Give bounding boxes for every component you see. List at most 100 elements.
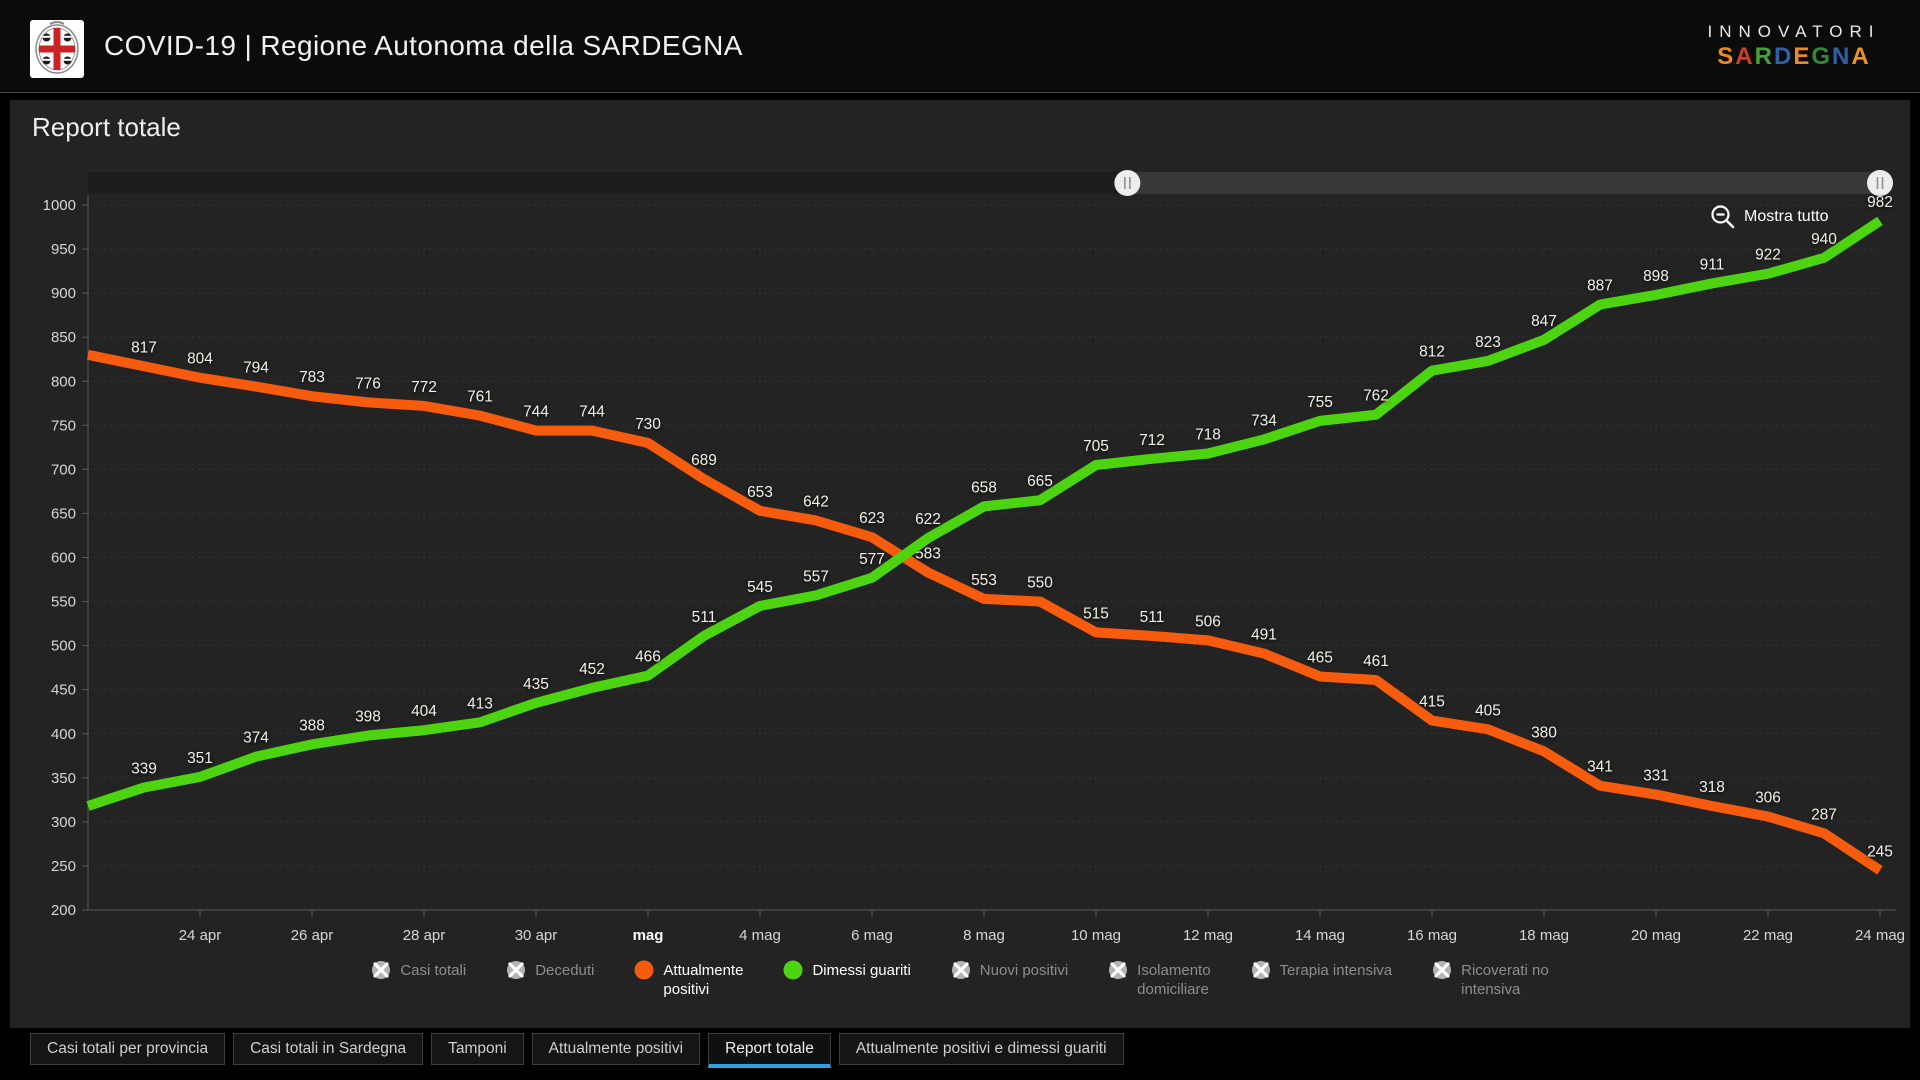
scrollbar-grip-right[interactable] <box>1867 170 1893 196</box>
line-chart: 200 250 300 350 400 450 500 550 600 650 700 750 800 8… <box>43 170 1905 944</box>
data-label: 466 <box>635 649 661 666</box>
data-label: 772 <box>411 379 437 396</box>
report-panel: 200 250 300 350 400 450 500 550 600 650 700 750 800 8… <box>10 100 1910 1028</box>
legend-item-label: Terapia intensiva <box>1279 962 1393 979</box>
data-label: 804 <box>187 351 213 368</box>
y-axis-tick-label: 700 <box>51 461 76 478</box>
data-label: 712 <box>1139 432 1165 449</box>
bottom-tabbar: Casi totali per provincia Casi totali in … <box>30 1033 1124 1068</box>
scrollbar-grip-left[interactable] <box>1114 170 1141 196</box>
y-axis-tick-label: 1000 <box>43 197 76 214</box>
data-label: 653 <box>747 484 773 501</box>
show-all-button[interactable]: Mostra tutto <box>1710 204 1828 230</box>
legend-marker-icon <box>634 960 654 980</box>
data-label: 922 <box>1755 247 1781 264</box>
data-label: 398 <box>355 709 381 726</box>
x-axis-tick-label: 20 mag <box>1631 927 1681 944</box>
data-label: 287 <box>1811 806 1837 823</box>
brand-line2: SARDEGNA <box>1694 43 1894 71</box>
tab-tamponi[interactable]: Tamponi <box>431 1033 524 1065</box>
chart-axes: 200 250 300 350 400 450 500 550 600 650 700 750 800 8… <box>43 195 1905 944</box>
data-label: 623 <box>859 510 885 527</box>
y-axis-tick-label: 600 <box>51 550 76 567</box>
legend-item-nuovi-positivi[interactable]: Nuovi positivi <box>951 960 1068 980</box>
legend-item-deceduti[interactable]: Deceduti <box>506 960 594 980</box>
x-axis-tick-label: 22 mag <box>1743 927 1793 944</box>
sardegna-coat-of-arms-logo <box>30 20 84 78</box>
x-axis-tick-label: 28 apr <box>403 927 446 944</box>
data-label: 452 <box>579 661 605 678</box>
legend-marker-disabled-icon <box>507 961 526 979</box>
tab-casi-totali-per-provincia[interactable]: Casi totali per provincia <box>30 1033 226 1065</box>
data-label: 794 <box>243 360 269 377</box>
x-axis-tick-label: mag <box>633 927 664 944</box>
x-axis-tick-label: 18 mag <box>1519 927 1569 944</box>
data-label: 817 <box>131 339 157 356</box>
legend-marker-icon <box>783 960 803 980</box>
data-label: 511 <box>1140 609 1165 626</box>
x-axis-tick-label: 12 mag <box>1183 927 1233 944</box>
series-attualmente-positivi: 817 804 794 783 776 772 761 744 744 730 689 653 642 6… <box>86 339 1893 875</box>
data-label: 351 <box>187 750 213 767</box>
data-label: 823 <box>1475 334 1501 351</box>
legend-item-terapia-intensiva[interactable]: Terapia intensiva <box>1251 960 1393 980</box>
data-label: 705 <box>1083 438 1109 455</box>
brand-letter: N <box>1832 43 1852 70</box>
data-label: 415 <box>1419 694 1445 711</box>
tab-report-totale[interactable]: Report totale <box>708 1033 831 1068</box>
data-label: 461 <box>1363 653 1389 670</box>
data-label: 515 <box>1083 605 1109 622</box>
legend-item-label: Dimessi guariti <box>812 962 911 979</box>
tab-casi-totali-in-sardegna[interactable]: Casi totali in Sardegna <box>233 1033 424 1065</box>
tab-attualmente-positivi[interactable]: Attualmente positivi <box>531 1033 701 1065</box>
data-label: 506 <box>1195 613 1221 630</box>
legend-item-casi-totali[interactable]: Casi totali <box>371 960 466 980</box>
x-axis-tick-label: 30 apr <box>515 927 558 944</box>
series-dimessi-guariti: 339 351 374 388 398 404 413 435 452 466 511 545 557 5… <box>86 194 1893 811</box>
data-label: 940 <box>1811 231 1837 248</box>
tab-attualmente-positivi-e-dimessi-guariti[interactable]: Attualmente positivi e dimessi guariti <box>838 1033 1124 1065</box>
x-axis-tick-label: 16 mag <box>1407 927 1457 944</box>
chart-scrollbar[interactable] <box>88 170 1893 196</box>
legend-item-label: Casi totali <box>400 962 467 979</box>
data-label: 744 <box>523 404 549 421</box>
data-label: 545 <box>747 579 773 596</box>
data-label: 847 <box>1531 313 1557 330</box>
data-label: 557 <box>803 568 829 585</box>
x-axis-tick-label: 4 mag <box>739 927 781 944</box>
data-label: 911 <box>1700 256 1725 273</box>
legend-item-label: Nuovi positivi <box>979 962 1069 979</box>
y-axis-tick-label: 950 <box>51 241 76 258</box>
legend-marker-disabled-icon <box>1433 961 1452 979</box>
y-axis-tick-label: 200 <box>51 902 76 919</box>
data-label: 404 <box>411 703 437 720</box>
data-label: 776 <box>355 375 381 392</box>
brand-letter: S <box>1717 43 1736 70</box>
legend-item-label: Deceduti <box>535 962 595 979</box>
data-label: 435 <box>523 676 549 693</box>
legend-item-dimessi-guariti[interactable]: Dimessi guariti <box>783 960 911 980</box>
legend-item-label: Isolamento domiciliare <box>1137 962 1211 998</box>
data-label: 642 <box>803 493 829 510</box>
x-axis-tick-label: 10 mag <box>1071 927 1121 944</box>
legend-item-label: Ricoverati no intensiva <box>1461 962 1549 998</box>
data-label: 755 <box>1307 394 1333 411</box>
data-label: 812 <box>1419 344 1445 361</box>
legend-item-isolamento-domiciliare[interactable]: Isolamento domiciliare <box>1108 960 1211 999</box>
legend-marker-disabled-icon <box>951 961 970 979</box>
data-label: 380 <box>1531 724 1557 741</box>
data-label: 744 <box>579 404 605 421</box>
brand-letter: G <box>1811 43 1833 70</box>
legend-marker-disabled-icon <box>1109 961 1128 979</box>
legend-item-attualmente-positivi[interactable]: Attualmente positivi <box>634 960 743 999</box>
series-line-attualmente-positivi <box>86 349 1883 875</box>
data-label: 762 <box>1363 388 1389 405</box>
data-label: 982 <box>1867 194 1893 211</box>
data-label: 331 <box>1643 768 1669 785</box>
data-label: 341 <box>1587 759 1613 776</box>
data-label: 465 <box>1307 649 1333 666</box>
brand-letter: D <box>1773 43 1794 70</box>
data-label: 665 <box>1027 473 1053 490</box>
data-label: 553 <box>971 572 997 589</box>
legend-item-ricoverati-no-intensiva[interactable]: Ricoverati no intensiva <box>1432 960 1549 999</box>
